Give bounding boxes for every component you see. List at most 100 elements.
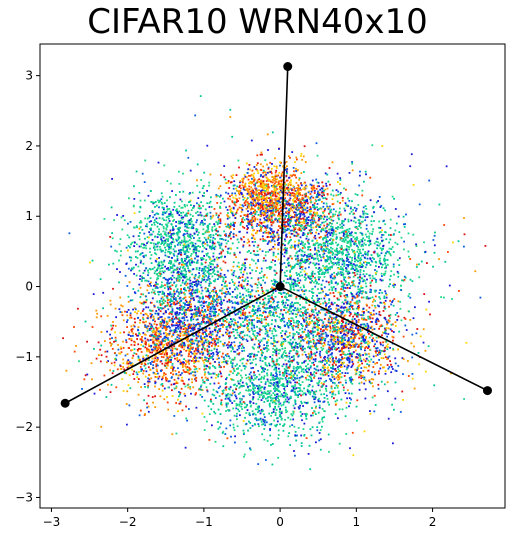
scatter-point <box>197 322 200 325</box>
scatter-point <box>350 337 352 340</box>
scatter-point <box>146 338 149 341</box>
scatter-point <box>314 345 316 347</box>
scatter-point <box>194 377 197 380</box>
scatter-point <box>337 371 339 374</box>
scatter-point <box>137 343 140 346</box>
scatter-point <box>273 165 276 168</box>
scatter-point <box>228 323 230 326</box>
scatter-point <box>271 181 274 184</box>
scatter-point <box>266 197 269 199</box>
scatter-point <box>280 336 283 339</box>
scatter-point <box>165 238 168 241</box>
scatter-point <box>150 227 152 230</box>
scatter-point <box>343 290 346 292</box>
scatter-point <box>219 385 222 388</box>
scatter-point <box>336 297 339 300</box>
scatter-point <box>197 327 200 330</box>
scatter-point <box>199 322 202 325</box>
scatter-point <box>313 187 316 189</box>
scatter-point <box>272 177 275 180</box>
scatter-point <box>209 330 212 333</box>
scatter-point <box>318 352 321 355</box>
scatter-point <box>314 360 317 362</box>
scatter-point <box>196 315 198 318</box>
scatter-point <box>372 378 375 381</box>
scatter-point <box>265 231 268 234</box>
scatter-point <box>250 182 253 185</box>
scatter-point <box>130 329 133 331</box>
scatter-point <box>295 214 297 217</box>
scatter-point <box>162 271 165 274</box>
scatter-point <box>143 300 145 303</box>
scatter-point <box>300 218 302 220</box>
scatter-point <box>324 331 327 334</box>
scatter-point <box>358 337 361 340</box>
scatter-point <box>157 346 160 349</box>
scatter-point <box>378 313 381 316</box>
scatter-point <box>311 356 313 359</box>
scatter-point <box>320 382 323 385</box>
scatter-point <box>273 214 275 216</box>
scatter-point <box>188 323 190 326</box>
scatter-point <box>314 407 317 409</box>
scatter-point <box>328 344 331 346</box>
scatter-point <box>224 282 226 285</box>
scatter-point <box>201 343 204 346</box>
scatter-point <box>170 329 173 332</box>
scatter-point <box>357 368 359 370</box>
scatter-point <box>125 246 128 249</box>
scatter-point <box>312 336 315 339</box>
scatter-point <box>142 313 145 316</box>
scatter-point <box>366 331 369 334</box>
scatter-point <box>107 360 109 362</box>
scatter-point <box>190 327 193 330</box>
scatter-point <box>351 304 354 307</box>
scatter-point <box>170 323 173 326</box>
scatter-point <box>323 308 326 311</box>
scatter-point <box>161 217 164 220</box>
scatter-point <box>224 320 227 322</box>
scatter-point <box>172 227 174 230</box>
scatter-point <box>329 325 332 328</box>
scatter-point <box>132 354 135 357</box>
scatter-point <box>115 359 118 361</box>
scatter-point <box>129 364 132 367</box>
scatter-point <box>170 361 172 363</box>
scatter-point <box>324 327 327 330</box>
scatter-point <box>386 390 389 393</box>
scatter-point <box>163 353 166 356</box>
scatter-point <box>363 378 366 381</box>
scatter-point <box>229 324 232 327</box>
scatter-point <box>307 219 310 221</box>
scatter-point <box>159 348 162 350</box>
scatter-point <box>358 301 361 303</box>
scatter-point <box>139 220 142 222</box>
scatter-point <box>377 318 379 321</box>
scatter-point <box>187 355 190 358</box>
scatter-point <box>264 205 266 207</box>
scatter-point <box>303 182 305 185</box>
scatter-point <box>308 304 311 306</box>
scatter-point <box>163 233 166 236</box>
scatter-point <box>152 319 154 322</box>
scatter-point <box>275 201 277 204</box>
scatter-point <box>262 231 265 234</box>
scatter-point <box>188 353 190 355</box>
scatter-point <box>338 328 341 330</box>
scatter-point <box>357 308 360 311</box>
scatter-point <box>339 340 342 343</box>
scatter-point <box>157 339 160 341</box>
scatter-point <box>265 173 267 176</box>
scatter-point <box>182 334 185 337</box>
scatter-point <box>179 373 182 376</box>
scatter-point <box>311 219 314 221</box>
scatter-point <box>215 303 218 306</box>
scatter-point <box>377 383 380 386</box>
scatter-point <box>197 349 200 352</box>
scatter-point <box>182 330 184 333</box>
scatter-point <box>133 348 136 351</box>
scatter-point <box>106 361 108 364</box>
scatter-point <box>145 295 147 298</box>
scatter-point <box>184 371 187 373</box>
scatter-point <box>293 189 296 192</box>
